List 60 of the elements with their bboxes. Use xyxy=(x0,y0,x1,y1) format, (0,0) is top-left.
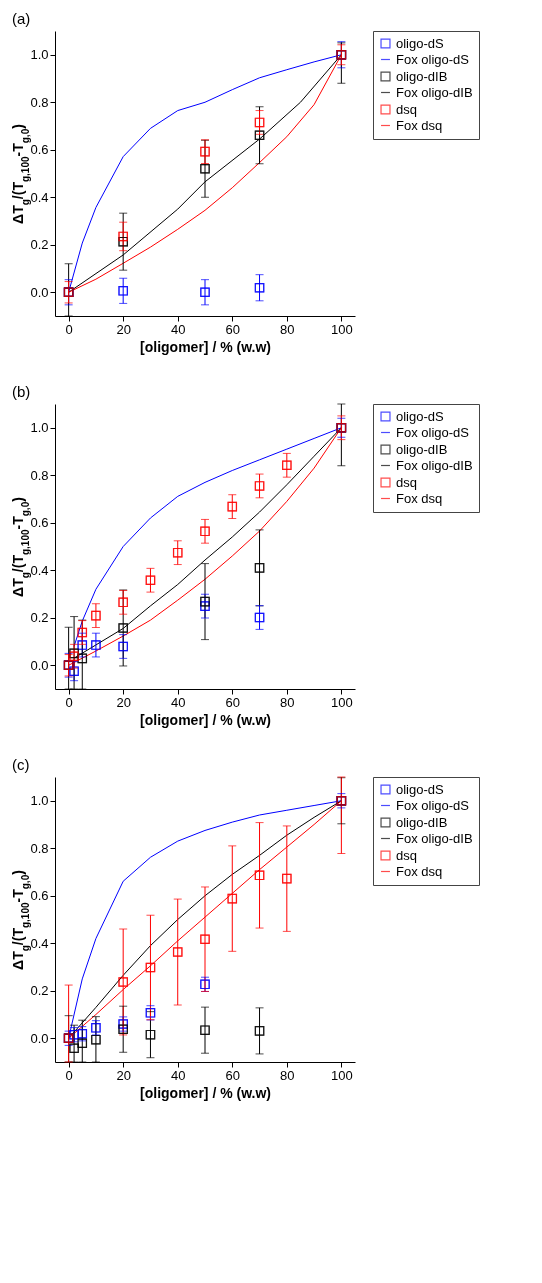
chart-title: (b) xyxy=(11,382,31,400)
x-tick-label: 80 xyxy=(280,1067,295,1083)
y-tick-label: 0.2 xyxy=(30,983,49,999)
y-tick-label: 1.0 xyxy=(30,47,49,63)
x-axis-title: [oligomer] / % (w.w) xyxy=(140,1084,271,1101)
x-tick-label: 20 xyxy=(116,321,131,337)
x-tick-label: 60 xyxy=(225,694,241,710)
x-tick-label: 0 xyxy=(65,694,73,710)
legend-label: oligo-dS xyxy=(396,35,445,51)
x-tick-label: 40 xyxy=(170,1067,186,1083)
x-tick-label: 40 xyxy=(170,321,186,337)
x-tick-label: 20 xyxy=(116,1067,131,1083)
chart-title: (a) xyxy=(11,9,31,27)
x-tick-label: 80 xyxy=(280,694,295,710)
x-tick-label: 100 xyxy=(331,1067,353,1083)
legend-label: Fox oligo-dIB xyxy=(396,830,473,846)
legend-label: Fox dsq xyxy=(396,117,443,133)
x-tick-label: 60 xyxy=(225,321,241,337)
y-tick-label: 0.6 xyxy=(30,142,49,158)
x-tick-label: 60 xyxy=(225,1067,241,1083)
y-tick-label: 0.4 xyxy=(30,562,49,578)
x-tick-label: 0 xyxy=(65,1067,73,1083)
x-tick-label: 40 xyxy=(170,694,186,710)
legend-label: dsq xyxy=(396,847,417,863)
legend-label: Fox oligo-dS xyxy=(396,797,470,813)
y-tick-label: 0.0 xyxy=(30,284,49,300)
legend-label: Fox oligo-dIB xyxy=(396,457,473,473)
chart-title: (c) xyxy=(11,755,30,773)
legend-label: oligo-dIB xyxy=(396,814,448,830)
legend-label: Fox dsq xyxy=(396,863,443,879)
y-tick-label: 0.6 xyxy=(30,515,49,531)
y-tick-label: 0.6 xyxy=(30,888,49,904)
legend-label: Fox oligo-dS xyxy=(396,424,470,440)
y-tick-label: 0.2 xyxy=(30,237,49,253)
x-axis-title: [oligomer] / % (w.w) xyxy=(140,338,271,355)
x-tick-label: 20 xyxy=(116,694,131,710)
legend-label: oligo-dIB xyxy=(396,441,448,457)
y-tick-label: 0.2 xyxy=(30,610,49,626)
legend-label: dsq xyxy=(396,101,417,117)
legend-label: Fox oligo-dS xyxy=(396,51,470,67)
x-tick-label: 80 xyxy=(280,321,295,337)
legend-label: oligo-dS xyxy=(396,408,445,424)
y-tick-label: 0.8 xyxy=(30,840,49,856)
y-tick-label: 0.8 xyxy=(30,94,49,110)
x-tick-label: 100 xyxy=(331,694,353,710)
legend-label: oligo-dS xyxy=(396,781,445,797)
legend-label: oligo-dIB xyxy=(396,68,448,84)
y-tick-label: 0.0 xyxy=(30,1030,49,1046)
legend-label: Fox oligo-dIB xyxy=(396,84,473,100)
legend-label: Fox dsq xyxy=(396,490,443,506)
y-tick-label: 1.0 xyxy=(30,793,49,809)
x-tick-label: 0 xyxy=(65,321,73,337)
y-tick-label: 1.0 xyxy=(30,420,49,436)
y-tick-label: 0.0 xyxy=(30,657,49,673)
y-tick-label: 0.8 xyxy=(30,467,49,483)
x-axis-title: [oligomer] / % (w.w) xyxy=(140,711,271,728)
x-tick-label: 100 xyxy=(331,321,353,337)
y-tick-label: 0.4 xyxy=(30,935,49,951)
y-tick-label: 0.4 xyxy=(30,189,49,205)
legend-label: dsq xyxy=(396,474,417,490)
